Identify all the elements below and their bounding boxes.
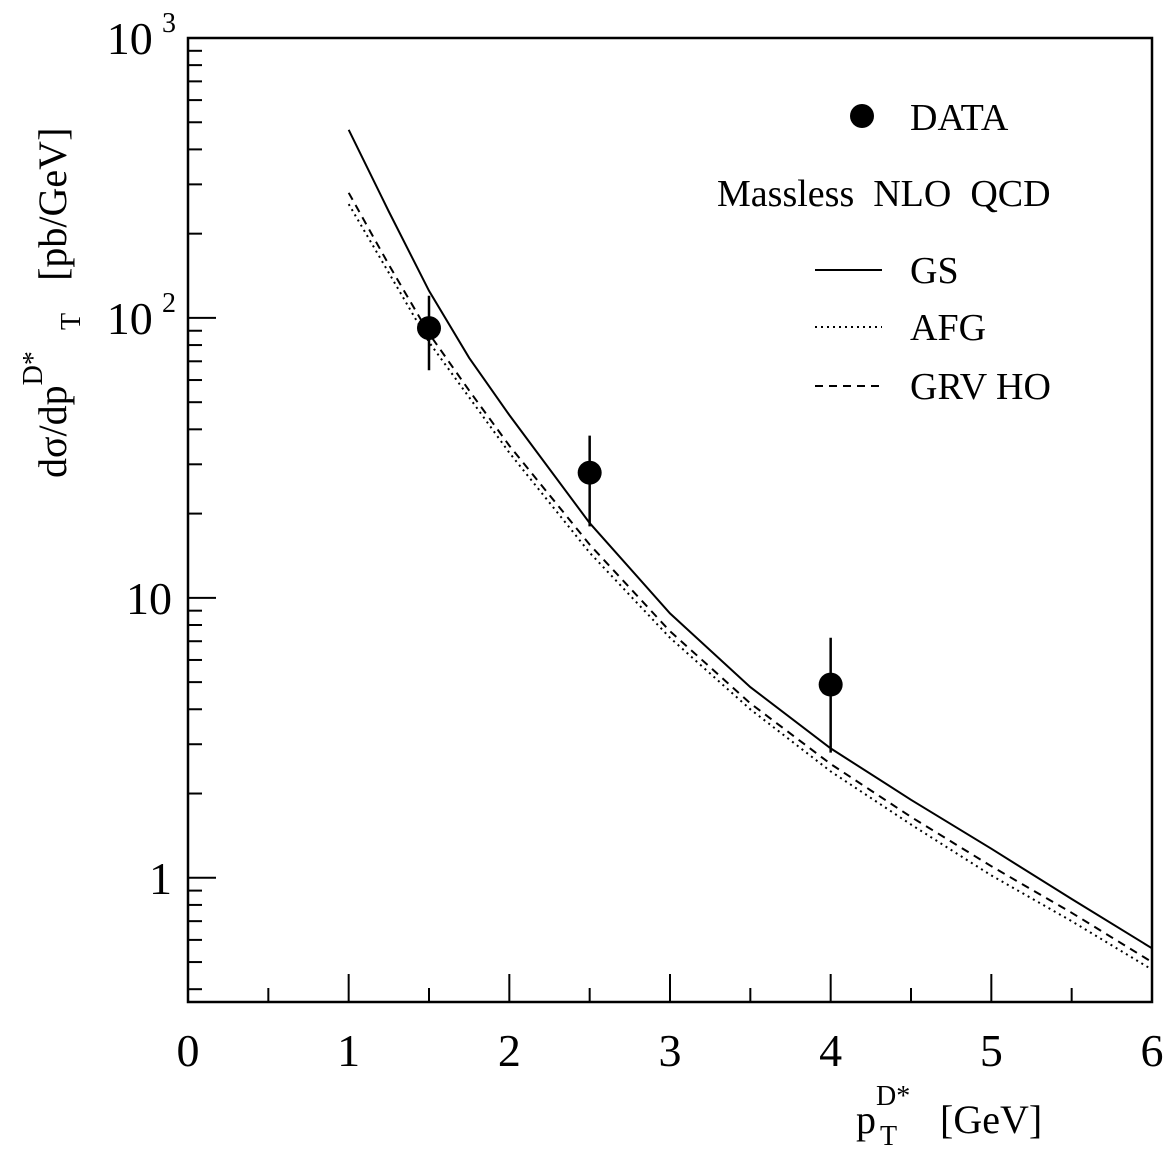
x-tick-label: 0: [177, 1025, 200, 1076]
legend-label-grv-ho: GRV HO: [910, 366, 1051, 408]
y-axis-title-prefix: dσ/dp: [30, 385, 75, 478]
y-axis-title-sup: D*: [18, 351, 49, 385]
y-tick-label: 10: [126, 573, 172, 624]
x-tick-label: 6: [1141, 1025, 1164, 1076]
y-tick-label: 1: [149, 853, 172, 904]
x-ticks: 0 1 2 3 4 5 6: [177, 974, 1164, 1076]
y-axis-title-unit: [pb/GeV]: [30, 128, 75, 281]
x-axis-title-base: p: [856, 1097, 876, 1142]
legend-data-label: DATA: [910, 97, 1009, 139]
x-axis-title-unit: [GeV]: [940, 1097, 1042, 1142]
legend-label-gs: GS: [910, 250, 959, 292]
curve-grv-ho: [347, 192, 1153, 963]
x-axis-title-sub: T: [880, 1121, 897, 1152]
y-axis-title: dσ/dpD* T [pb/GeV]: [18, 128, 87, 478]
curve-afg: [347, 203, 1153, 971]
data-points: [417, 295, 843, 753]
legend-data-marker: [850, 104, 874, 128]
legend-theory-heading: Massless NLO QCD: [717, 173, 1051, 215]
data-point: [417, 316, 441, 341]
x-axis-title: pD* T [GeV]: [856, 1081, 1042, 1152]
data-point: [577, 460, 602, 485]
curve-gs: [347, 129, 1153, 950]
data-point: [818, 672, 843, 697]
y-tick-label: 10 3: [107, 8, 176, 64]
y-axis-title-sub: T: [56, 313, 87, 330]
x-tick-label: 2: [498, 1025, 521, 1076]
x-tick-label: 3: [659, 1025, 682, 1076]
legend-label-afg: AFG: [910, 307, 986, 349]
legend: DATA Massless NLO QCD GS AFG GRV HO: [717, 97, 1051, 408]
theory-curves: [347, 129, 1153, 971]
x-tick-label: 5: [980, 1025, 1003, 1076]
y-ticks: 1 10 10 2 10 3: [107, 8, 216, 904]
y-tick-label: 10 2: [107, 288, 176, 344]
y-minor-ticks: [188, 49, 202, 991]
x-tick-label: 4: [819, 1025, 842, 1076]
x-tick-label: 1: [337, 1025, 360, 1076]
x-axis-title-sup: D*: [876, 1081, 910, 1112]
